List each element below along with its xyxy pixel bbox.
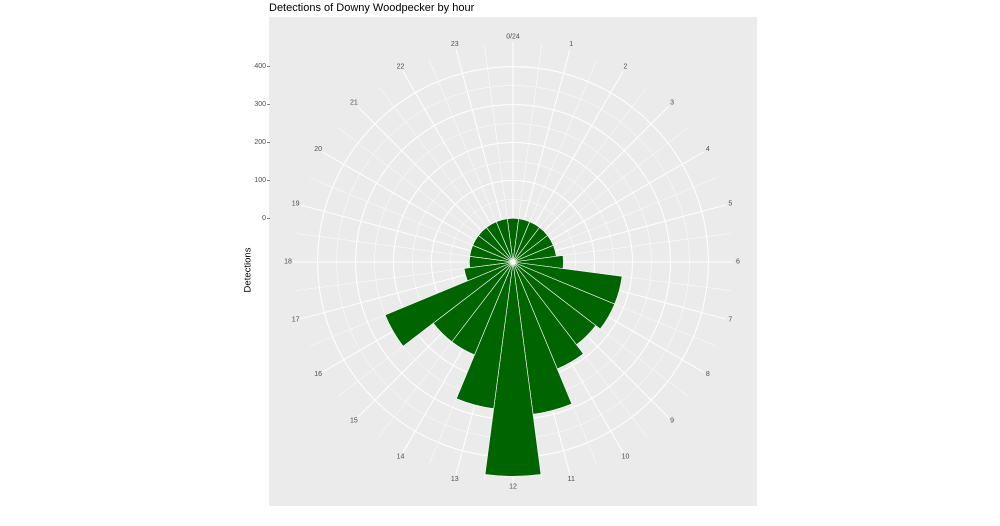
bar-hour-13 <box>455 261 514 410</box>
chart-title: Detections of Downy Woodpecker by hour <box>269 2 475 14</box>
hour-tick-label: 21 <box>350 99 358 106</box>
bar-hour-23 <box>495 218 514 263</box>
hour-tick-label: 20 <box>314 146 322 153</box>
hour-tick-label: 18 <box>284 259 292 266</box>
bar-hour-12 <box>484 261 542 477</box>
hour-tick-label: 12 <box>509 484 517 491</box>
hour-tick-label: 17 <box>292 317 300 324</box>
hour-tick-label: 11 <box>568 476 575 483</box>
bar-hour-16 <box>384 261 514 347</box>
y-tick-label: 0 <box>262 215 266 222</box>
y-tick-label: 400 <box>254 63 266 70</box>
y-tick-label: 300 <box>254 101 266 108</box>
hour-tick-label: 6 <box>736 259 740 266</box>
hour-tick-label: 15 <box>350 418 358 425</box>
hour-tick-label: 10 <box>622 453 630 460</box>
y-tick-label: 100 <box>254 177 266 184</box>
hour-tick-label: 1 <box>569 41 573 48</box>
hour-tick-label: 9 <box>670 418 674 425</box>
bar-hour-8 <box>512 261 616 330</box>
hour-tick-label: 14 <box>397 453 405 460</box>
hour-tick-label: 7 <box>728 317 732 324</box>
hour-tick-label: 22 <box>397 64 405 71</box>
hour-tick-label: 4 <box>706 146 710 153</box>
hour-tick-label: 2 <box>624 64 628 71</box>
hour-tick-label: 3 <box>670 99 674 106</box>
hour-tick-label: 0/24 <box>506 34 520 41</box>
hour-tick-label: 19 <box>292 200 300 207</box>
hour-tick-label: 8 <box>706 371 710 378</box>
bar-hour-17 <box>463 261 514 282</box>
label-layer: 0/24123456789101112131415161718192021222… <box>254 34 740 491</box>
y-tick-label: 200 <box>254 139 266 146</box>
hour-tick-label: 13 <box>451 476 459 483</box>
hour-tick-label: 23 <box>451 41 459 48</box>
hour-tick-label: 5 <box>728 200 732 207</box>
hour-tick-label: 16 <box>314 371 322 378</box>
bar-layer <box>384 218 623 477</box>
